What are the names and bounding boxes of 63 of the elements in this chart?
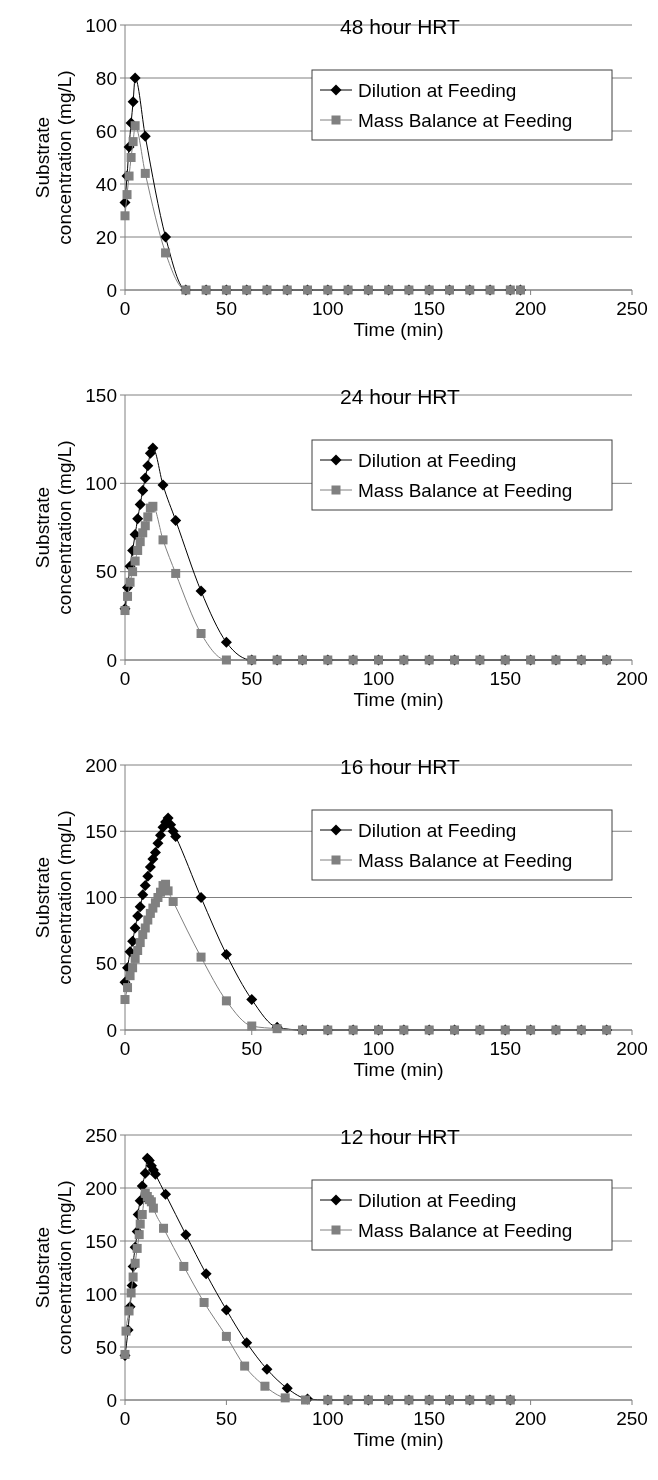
x-tick-label: 200 bbox=[514, 1408, 547, 1429]
legend-label: Mass Balance at Feeding bbox=[358, 109, 573, 131]
y-tick-label: 0 bbox=[106, 1389, 117, 1411]
y-axis-title: Substrate concentration (mg/L) bbox=[32, 70, 76, 245]
x-tick-label: 100 bbox=[311, 1408, 344, 1429]
x-tick-label: 150 bbox=[489, 668, 522, 689]
y-axis-title: Substrate concentration (mg/L) bbox=[32, 1180, 76, 1355]
x-tick-label: 50 bbox=[241, 1038, 263, 1059]
x-tick-label: 50 bbox=[241, 668, 263, 689]
legend-label: Mass Balance at Feeding bbox=[358, 849, 573, 871]
y-tick-label: 100 bbox=[85, 472, 117, 494]
legend-label: Dilution at Feeding bbox=[358, 1189, 517, 1211]
y-tick-label: 150 bbox=[85, 384, 117, 406]
chart-title: 12 hour HRT bbox=[340, 1125, 461, 1149]
y-tick-label: 60 bbox=[95, 120, 117, 142]
y-tick-label: 250 bbox=[85, 1124, 117, 1146]
x-tick-label: 200 bbox=[514, 298, 547, 319]
legend-label: Mass Balance at Feeding bbox=[358, 479, 573, 501]
y-axis-title: Substrate concentration (mg/L) bbox=[32, 810, 76, 985]
y-tick-label: 50 bbox=[95, 561, 117, 583]
y-tick-label: 150 bbox=[85, 820, 117, 842]
x-axis-title: Time (min) bbox=[353, 1429, 444, 1450]
x-tick-label: 0 bbox=[119, 668, 131, 689]
x-tick-label: 50 bbox=[215, 1408, 237, 1429]
x-tick-label: 150 bbox=[413, 298, 446, 319]
y-tick-label: 100 bbox=[85, 1283, 117, 1305]
x-tick-label: 50 bbox=[215, 298, 237, 319]
legend-label: Dilution at Feeding bbox=[358, 449, 517, 471]
x-axis-title: Time (min) bbox=[353, 689, 444, 710]
x-tick-label: 100 bbox=[362, 668, 395, 689]
y-tick-label: 200 bbox=[85, 754, 117, 776]
chart-title: 48 hour HRT bbox=[340, 15, 461, 39]
chart-title: 24 hour HRT bbox=[340, 385, 461, 409]
y-tick-label: 0 bbox=[106, 1019, 117, 1041]
legend-label: Mass Balance at Feeding bbox=[358, 1219, 573, 1241]
x-tick-label: 100 bbox=[362, 1038, 395, 1059]
x-tick-label: 150 bbox=[489, 1038, 522, 1059]
x-axis-title: Time (min) bbox=[353, 319, 444, 340]
y-tick-label: 50 bbox=[95, 953, 117, 975]
chart-title: 16 hour HRT bbox=[340, 755, 461, 779]
x-tick-label: 200 bbox=[616, 1038, 648, 1059]
x-tick-label: 0 bbox=[119, 1038, 131, 1059]
y-tick-label: 0 bbox=[106, 649, 117, 671]
x-tick-label: 200 bbox=[616, 668, 648, 689]
x-axis-title: Time (min) bbox=[353, 1059, 444, 1080]
legend-label: Dilution at Feeding bbox=[358, 819, 517, 841]
y-tick-label: 40 bbox=[95, 173, 117, 195]
y-tick-label: 20 bbox=[95, 226, 117, 248]
x-tick-label: 250 bbox=[616, 1408, 648, 1429]
x-tick-label: 0 bbox=[119, 298, 131, 319]
x-tick-label: 150 bbox=[413, 1408, 446, 1429]
y-axis-title: Substrate concentration (mg/L) bbox=[32, 440, 76, 615]
legend-label: Dilution at Feeding bbox=[358, 79, 517, 101]
y-tick-label: 150 bbox=[85, 1230, 117, 1252]
y-tick-label: 80 bbox=[95, 67, 117, 89]
x-tick-label: 250 bbox=[616, 298, 648, 319]
x-tick-label: 100 bbox=[311, 298, 344, 319]
y-tick-label: 100 bbox=[85, 887, 117, 909]
x-tick-label: 0 bbox=[119, 1408, 131, 1429]
y-tick-label: 100 bbox=[85, 14, 117, 36]
y-tick-label: 0 bbox=[106, 279, 117, 301]
y-tick-label: 50 bbox=[95, 1336, 117, 1358]
y-tick-label: 200 bbox=[85, 1177, 117, 1199]
